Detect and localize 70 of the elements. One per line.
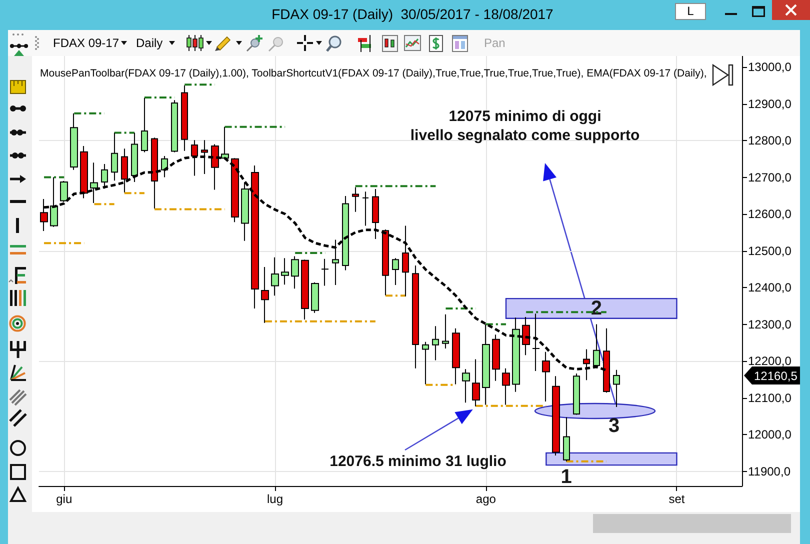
x-tick-label: ago — [476, 492, 496, 506]
candlestick — [50, 176, 58, 228]
band-label: 2 — [590, 297, 602, 320]
candlestick — [181, 84, 188, 152]
y-tick-label: 12200,0 — [748, 354, 792, 368]
candlestick — [281, 258, 289, 286]
candlestick — [613, 369, 620, 408]
candlestick — [301, 259, 309, 320]
candlestick — [70, 112, 78, 170]
chart-title: FDAX 09-17 (Daily) 30/05/2017 - 18/08/2017 — [272, 6, 554, 22]
text: MousePanToolbar(FDAX 09-17 (Daily),1.00), ToolbarShortcutV1(FDAX 09-17 (Daily),True,True,True,True,True,True), EMA(FDAX 09-17 (Daily), — [40, 68, 707, 80]
y-tick-label: 12300,0 — [748, 317, 792, 332]
candlestick — [472, 358, 480, 407]
y-tick-label: 13000,0 — [748, 60, 792, 74]
candlestick — [382, 228, 389, 296]
annotation: 12076.5 minimo 31 luglio — [330, 453, 506, 470]
y-tick-label: 12000,0 — [748, 428, 792, 442]
candlestick — [563, 416, 570, 462]
candlestick — [241, 182, 249, 242]
candlestick — [111, 132, 118, 182]
candlestick — [251, 165, 259, 309]
candlestick — [60, 180, 68, 202]
candlestick — [362, 191, 369, 226]
button: L — [675, 3, 706, 20]
candlestick — [321, 258, 329, 286]
candlestick — [573, 373, 580, 416]
x-tick-label: set — [668, 492, 686, 506]
y-tick-label: 12800,0 — [748, 134, 792, 148]
candlestick — [432, 326, 439, 361]
candlestick — [141, 97, 148, 153]
candlestick — [392, 258, 399, 286]
y-tick-label: 12400,0 — [748, 280, 792, 295]
candlestick — [402, 225, 409, 297]
candlestick — [542, 351, 550, 402]
candlestick — [452, 328, 460, 385]
candlestick — [492, 334, 500, 382]
candlestick — [372, 188, 379, 240]
candlestick — [231, 158, 239, 223]
candlestick — [522, 316, 530, 356]
x-tick-label: giu — [56, 492, 72, 506]
x-tick-label: lug — [267, 492, 284, 506]
text: Pan — [484, 36, 506, 50]
y-tick-label: 12100,0 — [748, 390, 792, 405]
candlestick — [332, 239, 339, 286]
candlestick — [412, 264, 419, 369]
candlestick — [593, 324, 600, 367]
candlestick — [422, 341, 429, 385]
candlestick — [552, 376, 560, 456]
candlestick — [311, 282, 319, 314]
candlestick — [502, 368, 510, 406]
text: 12160,5 — [754, 369, 798, 384]
candlestick — [442, 314, 449, 350]
candlestick — [271, 256, 279, 296]
y-tick-label: 12500,0 — [748, 244, 792, 258]
candlestick — [171, 100, 178, 153]
candlestick — [462, 368, 470, 404]
annotation: 12075 minimo di oggi livello segnalato come supporto — [410, 108, 640, 144]
candlestick — [352, 186, 359, 212]
y-tick-label: 11900,0 — [748, 464, 791, 478]
text: Daily — [136, 36, 163, 50]
candlestick — [291, 256, 299, 290]
annotation: 3 — [608, 415, 620, 437]
band-label: 1 — [560, 466, 572, 488]
y-tick-label: 12600,0 — [748, 207, 792, 222]
candlestick — [261, 266, 269, 324]
text: FDAX 09-17 — [53, 36, 120, 50]
candlestick — [342, 196, 349, 271]
y-tick-label: 12700,0 — [748, 170, 792, 184]
candlestick — [90, 162, 98, 204]
y-tick-label: 12900,0 — [748, 96, 792, 111]
